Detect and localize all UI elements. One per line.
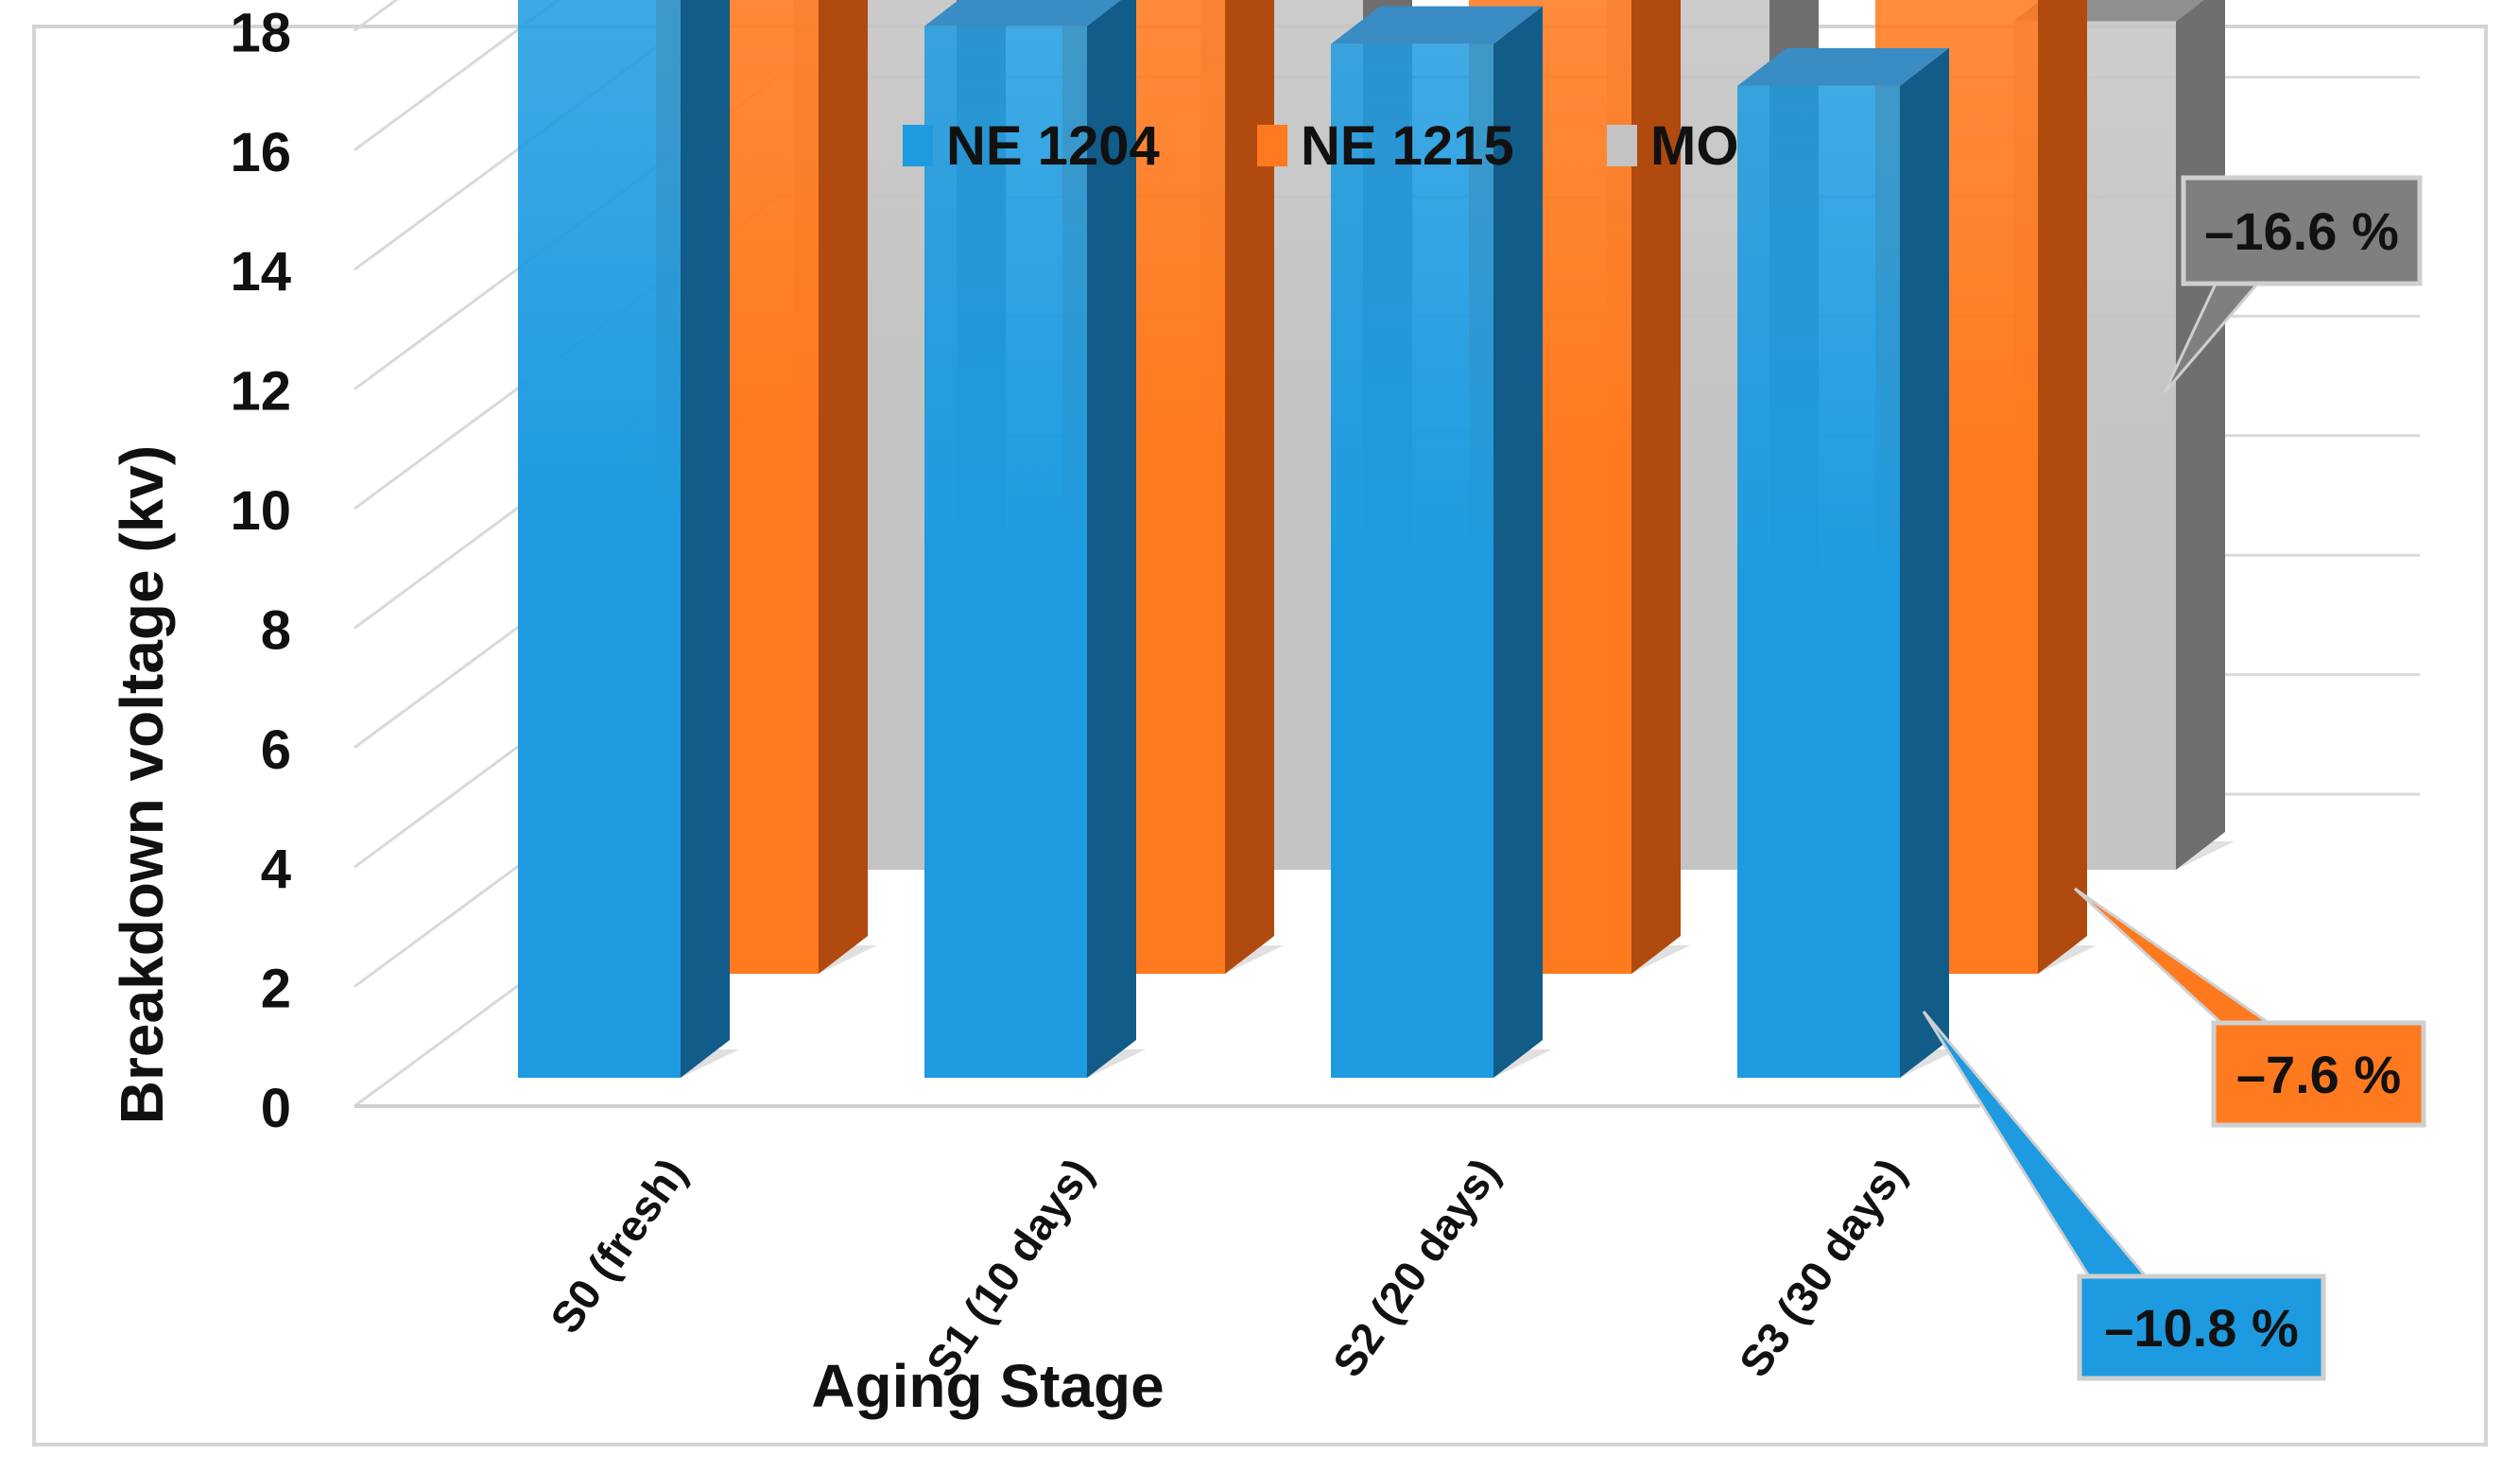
y-tick-label: 14: [230, 241, 291, 303]
bar-top: [924, 0, 1121, 26]
callout-text: –10.8 %: [2104, 1298, 2299, 1358]
bar-ne-1204-s0-fresh: [518, 0, 739, 1079]
legend-swatch: [903, 125, 933, 166]
bar-front: [518, 0, 681, 1079]
y-tick-label: 4: [261, 839, 291, 900]
legend-label: MO: [1650, 115, 1738, 177]
y-tick-label: 12: [230, 361, 291, 423]
callout-mo: –16.6 %: [2163, 175, 2423, 393]
bar-side: [1631, 0, 1681, 974]
callout-box: [2077, 1273, 2326, 1381]
bar-side: [819, 0, 868, 974]
x-axis-label: Aging Stage: [811, 1352, 1164, 1420]
y-axis-label: Breakdown voltage (kv): [108, 445, 176, 1124]
gridline-side: [354, 0, 561, 152]
bar-ne-1204-s2-20-days: [1331, 6, 1552, 1078]
bar-top: [1331, 6, 1543, 44]
bar-ne-1204-s1-10-days: [924, 0, 1146, 1078]
bar-front: [1737, 85, 1900, 1078]
legend-item-ne-1215: NE 1215: [1257, 115, 1514, 177]
annotations: –16.6 % –7.6 % –10.8 %: [1922, 175, 2426, 1381]
bar-side: [681, 0, 730, 1078]
callout-text: –7.6 %: [2236, 1045, 2401, 1104]
bar-side: [1493, 6, 1543, 1078]
bar-top: [1737, 47, 1949, 86]
callout-ne-1204: –10.8 %: [1922, 1011, 2326, 1381]
callout-box: [2181, 175, 2423, 286]
y-tick-label: 18: [230, 2, 291, 63]
callout-box: [2211, 1020, 2426, 1128]
bar-side: [1087, 0, 1136, 1078]
legend: NE 1204 NE 1215 MO: [903, 115, 1738, 177]
legend-swatch: [1257, 125, 1287, 166]
bar-side: [1225, 0, 1274, 974]
y-tick-label: 10: [230, 480, 291, 542]
legend-label: NE 1215: [1301, 115, 1514, 177]
legend-item-mo: MO: [1607, 115, 1738, 177]
y-axis-ticks: 02468101214161820: [230, 2, 291, 1139]
bar-ne-1204-s3-30-days: [1737, 47, 1959, 1078]
y-tick-label: 8: [261, 599, 291, 661]
y-tick-label: 2: [261, 959, 291, 1020]
y-tick-label: 16: [230, 122, 291, 183]
legend-label: NE 1204: [946, 115, 1160, 177]
bar-side: [2176, 0, 2225, 870]
bar-front: [924, 26, 1087, 1078]
callout-ne-1215: –7.6 %: [2073, 887, 2426, 1128]
bar-side: [1900, 47, 1949, 1078]
bar-side: [2038, 0, 2087, 974]
bar-front: [1331, 43, 1493, 1078]
legend-item-ne-1204: NE 1204: [903, 115, 1160, 177]
legend-swatch: [1607, 125, 1637, 166]
callout-text: –16.6 %: [2204, 201, 2399, 261]
y-tick-label: 6: [261, 719, 291, 781]
y-tick-label: 0: [261, 1078, 291, 1139]
